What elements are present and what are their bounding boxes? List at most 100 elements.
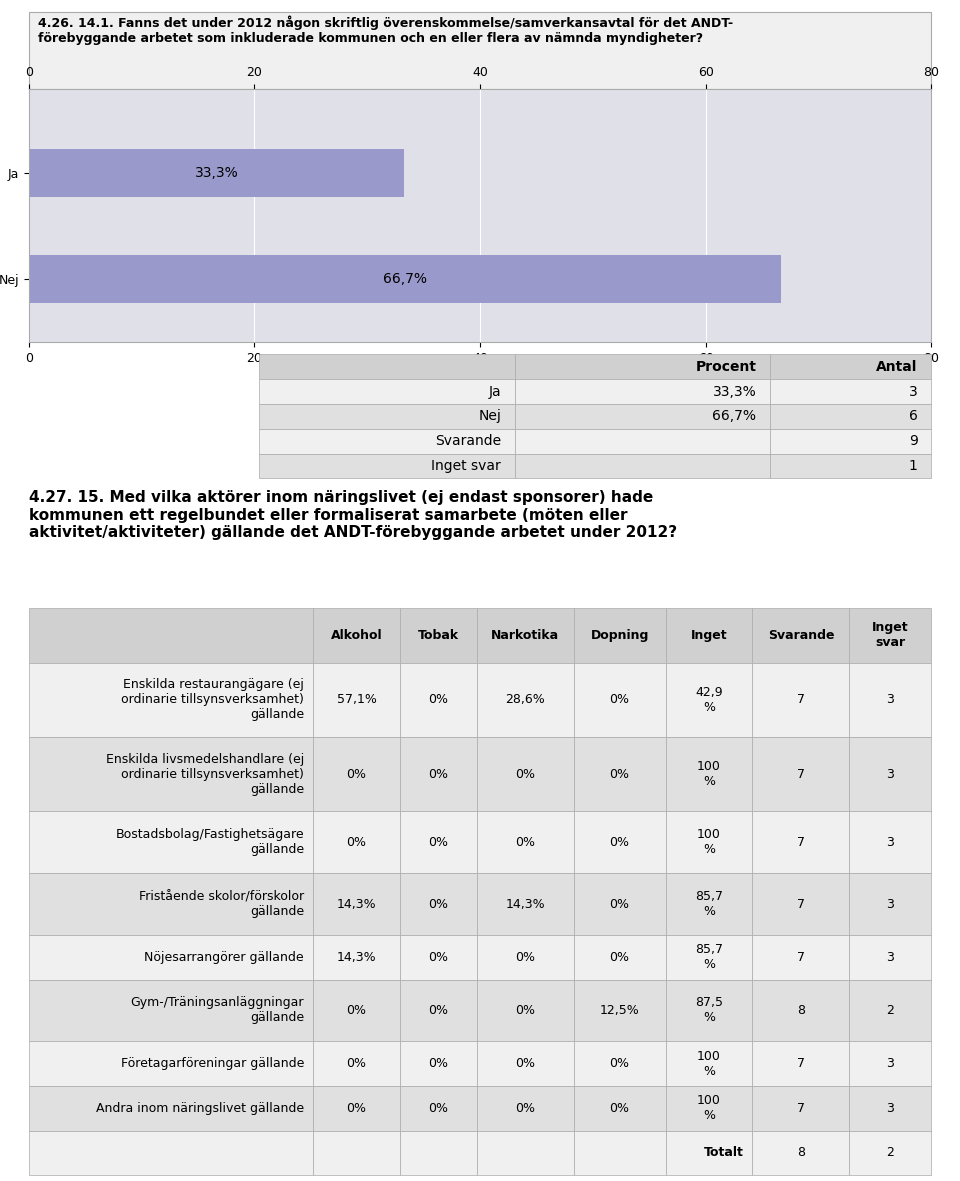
Bar bbox=[573, 663, 665, 737]
Text: 14,3%: 14,3% bbox=[505, 898, 545, 911]
Text: 57,1%: 57,1% bbox=[337, 693, 376, 706]
Text: 0%: 0% bbox=[428, 1102, 448, 1115]
Text: 2: 2 bbox=[886, 1147, 895, 1160]
Bar bbox=[850, 1130, 931, 1175]
Text: 85,7
%: 85,7 % bbox=[695, 890, 723, 918]
Bar bbox=[259, 454, 515, 478]
Bar bbox=[753, 935, 850, 979]
Bar bbox=[29, 1130, 313, 1175]
Text: 7: 7 bbox=[797, 1057, 804, 1070]
Text: 6: 6 bbox=[909, 410, 918, 423]
Bar bbox=[573, 873, 665, 935]
Text: Svarande: Svarande bbox=[768, 629, 834, 642]
Bar bbox=[313, 663, 400, 737]
Bar bbox=[850, 873, 931, 935]
Text: 12,5%: 12,5% bbox=[600, 1004, 639, 1017]
Text: 0%: 0% bbox=[610, 1057, 630, 1070]
Bar bbox=[313, 608, 400, 663]
Bar bbox=[29, 608, 313, 663]
Bar bbox=[665, 811, 753, 873]
Text: 0%: 0% bbox=[610, 693, 630, 706]
Text: 0%: 0% bbox=[428, 1004, 448, 1017]
Text: 0%: 0% bbox=[610, 836, 630, 849]
Text: 3: 3 bbox=[886, 898, 895, 911]
Text: Inget: Inget bbox=[690, 629, 728, 642]
Text: 0%: 0% bbox=[347, 1004, 367, 1017]
Bar bbox=[29, 873, 313, 935]
Text: 7: 7 bbox=[797, 768, 804, 781]
Text: 7: 7 bbox=[797, 951, 804, 964]
Text: 100
%: 100 % bbox=[697, 761, 721, 788]
Bar bbox=[29, 979, 313, 1042]
Bar bbox=[400, 1042, 476, 1087]
Bar bbox=[753, 873, 850, 935]
Bar bbox=[476, 608, 573, 663]
Bar bbox=[770, 354, 931, 379]
Text: 100
%: 100 % bbox=[697, 1050, 721, 1078]
Text: 0%: 0% bbox=[516, 836, 535, 849]
Bar bbox=[753, 663, 850, 737]
Text: 2: 2 bbox=[886, 1004, 895, 1017]
Text: 0%: 0% bbox=[347, 1057, 367, 1070]
Bar bbox=[476, 663, 573, 737]
Bar bbox=[753, 1042, 850, 1087]
Text: 3: 3 bbox=[886, 1057, 895, 1070]
Bar bbox=[476, 873, 573, 935]
Bar bbox=[573, 1042, 665, 1087]
Bar bbox=[476, 811, 573, 873]
Bar bbox=[665, 1042, 753, 1087]
Text: 0%: 0% bbox=[428, 836, 448, 849]
Text: Företagarföreningar gällande: Företagarföreningar gällande bbox=[121, 1057, 304, 1070]
Bar bbox=[665, 979, 753, 1042]
Bar bbox=[753, 979, 850, 1042]
Text: 14,3%: 14,3% bbox=[337, 951, 376, 964]
Text: 28,6%: 28,6% bbox=[505, 693, 545, 706]
Text: 7: 7 bbox=[797, 898, 804, 911]
Bar bbox=[29, 737, 313, 811]
Bar bbox=[770, 379, 931, 404]
Bar bbox=[515, 454, 770, 478]
Text: 0%: 0% bbox=[516, 1102, 535, 1115]
Bar bbox=[665, 935, 753, 979]
Bar bbox=[400, 811, 476, 873]
Bar bbox=[753, 737, 850, 811]
Bar bbox=[573, 811, 665, 873]
Bar bbox=[850, 1042, 931, 1087]
Text: 0%: 0% bbox=[428, 898, 448, 911]
Text: 85,7
%: 85,7 % bbox=[695, 944, 723, 971]
Text: 4.26. 14.1. Fanns det under 2012 någon skriftlig överenskommelse/samverkansavtal: 4.26. 14.1. Fanns det under 2012 någon s… bbox=[37, 15, 732, 45]
Text: 7: 7 bbox=[797, 1102, 804, 1115]
Bar bbox=[259, 429, 515, 454]
Text: Totalt: Totalt bbox=[704, 1147, 743, 1160]
Bar bbox=[29, 1042, 313, 1087]
Text: Nöjesarrangörer gällande: Nöjesarrangörer gällande bbox=[144, 951, 304, 964]
Bar bbox=[850, 811, 931, 873]
Bar bbox=[753, 811, 850, 873]
Text: Tobak: Tobak bbox=[418, 629, 459, 642]
Bar bbox=[259, 379, 515, 404]
Text: 0%: 0% bbox=[428, 768, 448, 781]
Bar bbox=[313, 979, 400, 1042]
Bar bbox=[665, 1130, 753, 1175]
Bar bbox=[770, 454, 931, 478]
Text: 3: 3 bbox=[886, 951, 895, 964]
Text: 0%: 0% bbox=[610, 1102, 630, 1115]
Text: Gym-/Träningsanläggningar
gällande: Gym-/Träningsanläggningar gällande bbox=[131, 997, 304, 1024]
Text: Antal: Antal bbox=[876, 360, 918, 373]
Bar bbox=[476, 1042, 573, 1087]
Text: 3: 3 bbox=[886, 836, 895, 849]
Bar bbox=[770, 429, 931, 454]
Text: 3: 3 bbox=[886, 768, 895, 781]
Bar bbox=[770, 404, 931, 429]
Bar bbox=[29, 1087, 313, 1130]
Text: 0%: 0% bbox=[610, 768, 630, 781]
Bar bbox=[29, 255, 781, 302]
Text: Dopning: Dopning bbox=[590, 629, 649, 642]
Bar bbox=[29, 663, 313, 737]
Text: 3: 3 bbox=[886, 693, 895, 706]
Text: 33,3%: 33,3% bbox=[195, 167, 238, 181]
Text: Nej: Nej bbox=[478, 410, 501, 423]
Text: 33,3%: 33,3% bbox=[712, 385, 756, 398]
Text: 0%: 0% bbox=[347, 768, 367, 781]
Text: Svarande: Svarande bbox=[435, 435, 501, 448]
